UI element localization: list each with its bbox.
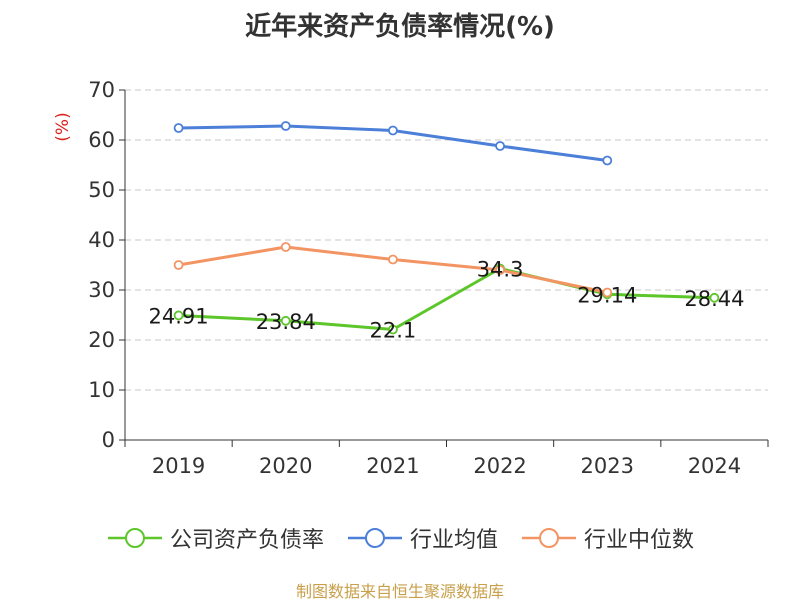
grid-layer <box>125 89 768 391</box>
data-label: 24.91 <box>149 304 209 328</box>
y-tick-label: 50 <box>88 178 115 202</box>
chart-title: 近年来资产负债率情况(%) <box>245 12 555 42</box>
x-tick-label: 2022 <box>473 454 526 478</box>
data-point <box>173 310 184 321</box>
x-tick-label: 2024 <box>688 454 741 478</box>
legend-item[interactable]: 行业中位数 <box>520 522 694 554</box>
data-label-layer: 24.91 23.84 22.1 34.3 29.14 28.44 <box>149 258 745 343</box>
data-point <box>602 155 613 166</box>
data-label: 34.3 <box>477 258 524 282</box>
axis-layer: 0 10 20 30 40 50 60 70 2019 2020 2021 2022 2023 2024 <box>88 78 769 478</box>
source-note: 制图数据来自恒生聚源数据库 <box>295 582 504 601</box>
y-tick-label: 40 <box>88 228 115 252</box>
data-point <box>388 125 398 136</box>
data-label: 29.14 <box>577 283 637 307</box>
data-label: 22.1 <box>370 319 417 343</box>
y-tick-label: 60 <box>88 128 115 152</box>
data-point <box>388 254 398 265</box>
series-line <box>178 267 715 331</box>
legend-swatch <box>347 528 402 548</box>
data-point <box>388 324 398 335</box>
x-tick-label: 2021 <box>366 454 419 478</box>
legend-label: 公司资产负债率 <box>169 528 324 553</box>
data-point <box>280 121 291 131</box>
legend-label: 行业均值 <box>409 528 498 553</box>
data-point <box>495 141 505 151</box>
series-line <box>178 245 608 294</box>
data-label: 23.84 <box>256 310 316 334</box>
y-axis-label: (%) <box>53 112 73 141</box>
y-tick-label: 30 <box>88 278 115 302</box>
legend: 公司资产负债率 行业均值 行业中位数 <box>0 520 800 556</box>
x-tick-label: 2019 <box>152 454 205 478</box>
y-tick-label: 70 <box>88 78 115 102</box>
legend-swatch <box>107 528 162 548</box>
series-layer <box>173 121 720 335</box>
data-point <box>173 260 184 270</box>
x-tick-label: 2023 <box>581 454 634 478</box>
data-point <box>280 315 291 326</box>
y-tick-label: 10 <box>88 378 115 402</box>
data-point <box>602 287 613 298</box>
legend-label: 行业中位数 <box>584 528 695 553</box>
data-point <box>495 265 505 275</box>
y-tick-label: 20 <box>88 328 115 352</box>
data-label: 28.44 <box>684 287 744 311</box>
data-point <box>709 292 720 303</box>
legend-item[interactable]: 行业均值 <box>346 522 498 554</box>
data-point <box>173 123 184 133</box>
y-tick-label: 0 <box>102 428 115 452</box>
data-point <box>280 242 291 252</box>
legend-item[interactable]: 公司资产负债率 <box>106 522 324 554</box>
x-tick-label: 2020 <box>259 454 312 478</box>
legend-swatch <box>522 528 576 548</box>
